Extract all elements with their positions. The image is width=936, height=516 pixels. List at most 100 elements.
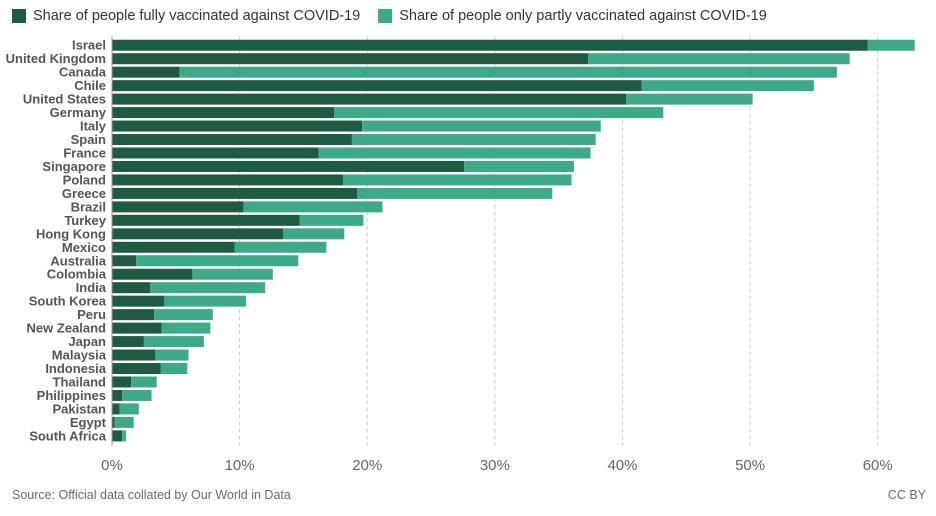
bar-chile-fully	[112, 80, 642, 92]
bar-philippines-fully	[112, 389, 123, 401]
category-label-south-africa: South Africa	[29, 428, 107, 443]
bar-hong-kong-partly	[283, 228, 345, 240]
x-tick-label-20: 20%	[352, 457, 382, 474]
bar-singapore-partly	[464, 160, 574, 172]
legend-label-partly-vaccinated: Share of people only partly vaccinated a…	[399, 8, 767, 24]
bar-canada-fully	[112, 66, 180, 78]
bar-thailand-partly	[131, 376, 157, 388]
bar-south-korea-partly	[164, 295, 246, 307]
category-label-singapore: Singapore	[42, 159, 106, 174]
category-label-united-states: United States	[23, 92, 106, 107]
legend-item-partly-vaccinated: Share of people only partly vaccinated a…	[378, 8, 767, 24]
chart-legend: Share of people fully vaccinated against…	[12, 6, 785, 26]
bar-indonesia-fully	[112, 363, 161, 375]
bar-australia-fully	[112, 255, 137, 267]
bar-brazil-partly	[243, 201, 383, 213]
bar-spain-fully	[112, 134, 352, 146]
legend-label-fully-vaccinated: Share of people fully vaccinated against…	[33, 8, 361, 24]
category-label-germany: Germany	[50, 105, 107, 120]
bar-poland-partly	[342, 174, 572, 186]
category-label-spain: Spain	[71, 132, 106, 147]
bar-united-states-partly	[626, 93, 753, 105]
bar-germany-partly	[334, 107, 664, 119]
bar-mexico-fully	[112, 241, 235, 253]
bar-united-states-fully	[112, 93, 627, 105]
license-note: CC BY	[887, 488, 926, 502]
category-label-greece: Greece	[62, 186, 106, 201]
bar-indonesia-partly	[160, 363, 188, 375]
bar-spain-partly	[351, 134, 596, 146]
x-tick-label-30: 30%	[480, 457, 510, 474]
bar-new-zealand-fully	[112, 322, 162, 334]
bar-greece-fully	[112, 187, 358, 199]
bar-italy-partly	[362, 120, 601, 132]
bar-new-zealand-partly	[161, 322, 211, 334]
bar-brazil-fully	[112, 201, 244, 213]
category-label-brazil: Brazil	[71, 199, 106, 214]
bar-italy-fully	[112, 120, 363, 132]
bar-philippines-partly	[122, 389, 152, 401]
x-tick-label-50: 50%	[735, 457, 765, 474]
bar-poland-fully	[112, 174, 343, 186]
category-label-japan: Japan	[68, 334, 106, 349]
category-label-canada: Canada	[59, 65, 107, 80]
bar-peru-fully	[112, 309, 155, 321]
category-label-australia: Australia	[50, 253, 106, 268]
bar-canada-partly	[179, 66, 837, 78]
bar-south-africa-partly	[122, 430, 127, 442]
bar-chile-partly	[641, 80, 814, 92]
bar-egypt-partly	[114, 416, 134, 428]
bar-peru-partly	[154, 309, 213, 321]
legend-item-fully-vaccinated: Share of people fully vaccinated against…	[12, 8, 360, 24]
category-label-egypt: Egypt	[70, 415, 107, 430]
category-label-hong-kong: Hong Kong	[36, 226, 106, 241]
x-tick-label-60: 60%	[863, 457, 893, 474]
bar-egypt-fully	[112, 416, 115, 428]
bar-united-kingdom-fully	[112, 53, 589, 65]
bar-pakistan-partly	[119, 403, 139, 415]
bar-singapore-fully	[112, 160, 465, 172]
category-label-chile: Chile	[74, 78, 106, 93]
bar-japan-fully	[112, 336, 144, 348]
bar-greece-partly	[357, 187, 553, 199]
bar-india-partly	[150, 282, 266, 294]
bar-south-africa-fully	[112, 430, 123, 442]
bar-turkey-fully	[112, 214, 300, 226]
category-label-turkey: Turkey	[64, 213, 106, 228]
source-note: Source: Official data collated by Our Wo…	[12, 488, 291, 502]
category-label-indonesia: Indonesia	[45, 361, 106, 376]
bar-france-partly	[318, 147, 591, 159]
legend-swatch-partly-vaccinated	[378, 9, 393, 23]
category-label-mexico: Mexico	[62, 240, 106, 255]
bar-colombia-fully	[112, 268, 193, 280]
bar-colombia-partly	[192, 268, 273, 280]
category-label-new-zealand: New Zealand	[27, 321, 107, 336]
category-label-south-korea: South Korea	[29, 294, 107, 309]
bar-malaysia-partly	[155, 349, 189, 361]
category-label-poland: Poland	[63, 172, 106, 187]
category-label-thailand: Thailand	[53, 374, 107, 389]
bar-australia-partly	[136, 255, 299, 267]
legend-swatch-fully-vaccinated	[12, 9, 26, 23]
x-tick-label-10: 10%	[225, 457, 255, 474]
bar-united-kingdom-partly	[588, 53, 850, 65]
category-label-peru: Peru	[77, 307, 106, 322]
bar-israel-partly	[867, 39, 915, 51]
category-label-india: India	[76, 280, 107, 295]
bar-malaysia-fully	[112, 349, 156, 361]
category-label-colombia: Colombia	[47, 267, 107, 282]
bar-france-fully	[112, 147, 319, 159]
bar-pakistan-fully	[112, 403, 120, 415]
category-label-united-kingdom: United Kingdom	[6, 51, 106, 66]
bar-japan-partly	[143, 336, 204, 348]
category-label-italy: Italy	[80, 119, 107, 134]
category-label-philippines: Philippines	[37, 388, 106, 403]
bar-india-fully	[112, 282, 151, 294]
bar-mexico-partly	[234, 241, 327, 253]
bar-south-korea-fully	[112, 295, 165, 307]
bar-germany-fully	[112, 107, 335, 119]
x-tick-label-0: 0%	[101, 457, 123, 474]
category-label-france: France	[63, 145, 106, 160]
bar-hong-kong-fully	[112, 228, 284, 240]
